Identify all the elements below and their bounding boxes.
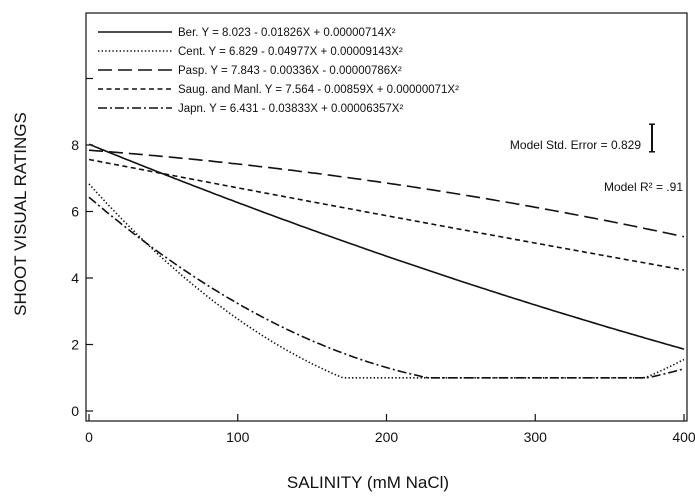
- r-squared-label: Model R² = .91: [604, 180, 683, 194]
- std-error-bar: [649, 123, 655, 153]
- x-tick-label: 0: [85, 429, 93, 445]
- std-error-label: Model Std. Error = 0.829: [510, 138, 641, 152]
- x-axis-title: SALINITY (mM NaCl): [287, 473, 449, 492]
- y-axis-title: SHOOT VISUAL RATINGS: [11, 112, 30, 316]
- legend-label: Pasp. Y = 7.843 - 0.00336X - 0.00000786X…: [178, 65, 402, 77]
- y-tick-label: 0: [71, 403, 79, 419]
- x-tick-label: 100: [226, 429, 250, 445]
- legend-label: Ber. Y = 8.023 - 0.01826X + 0.00000714X²: [178, 27, 396, 39]
- series-line-2: [88, 183, 685, 379]
- legend-label: Cent. Y = 6.829 - 0.04977X + 0.00009143X…: [178, 46, 403, 58]
- y-tick-label: 6: [71, 204, 79, 220]
- series-line-4: [88, 158, 685, 271]
- x-tick-label: 200: [375, 429, 399, 445]
- y-tick-label: 4: [71, 270, 79, 286]
- x-tick-label: 400: [672, 429, 695, 445]
- series-line-3: [88, 149, 685, 238]
- legend-label: Saug. and Manl. Y = 7.564 - 0.00859X + 0…: [178, 84, 459, 96]
- series-lines: [88, 143, 685, 379]
- series-line-5: [88, 196, 685, 379]
- series-line-1: [88, 143, 685, 350]
- y-tick-label: 8: [71, 137, 79, 153]
- legend: Ber. Y = 8.023 - 0.01826X + 0.00000714X²…: [98, 27, 459, 115]
- y-axis-ticks: 0 2 4 6 8: [71, 77, 93, 419]
- y-tick-label: 2: [71, 337, 79, 353]
- x-axis-ticks: 0 100 200 300 400: [85, 414, 695, 445]
- x-tick-label: 300: [524, 429, 548, 445]
- legend-label: Japn. Y = 6.431 - 0.03833X + 0.00006357X…: [178, 103, 403, 115]
